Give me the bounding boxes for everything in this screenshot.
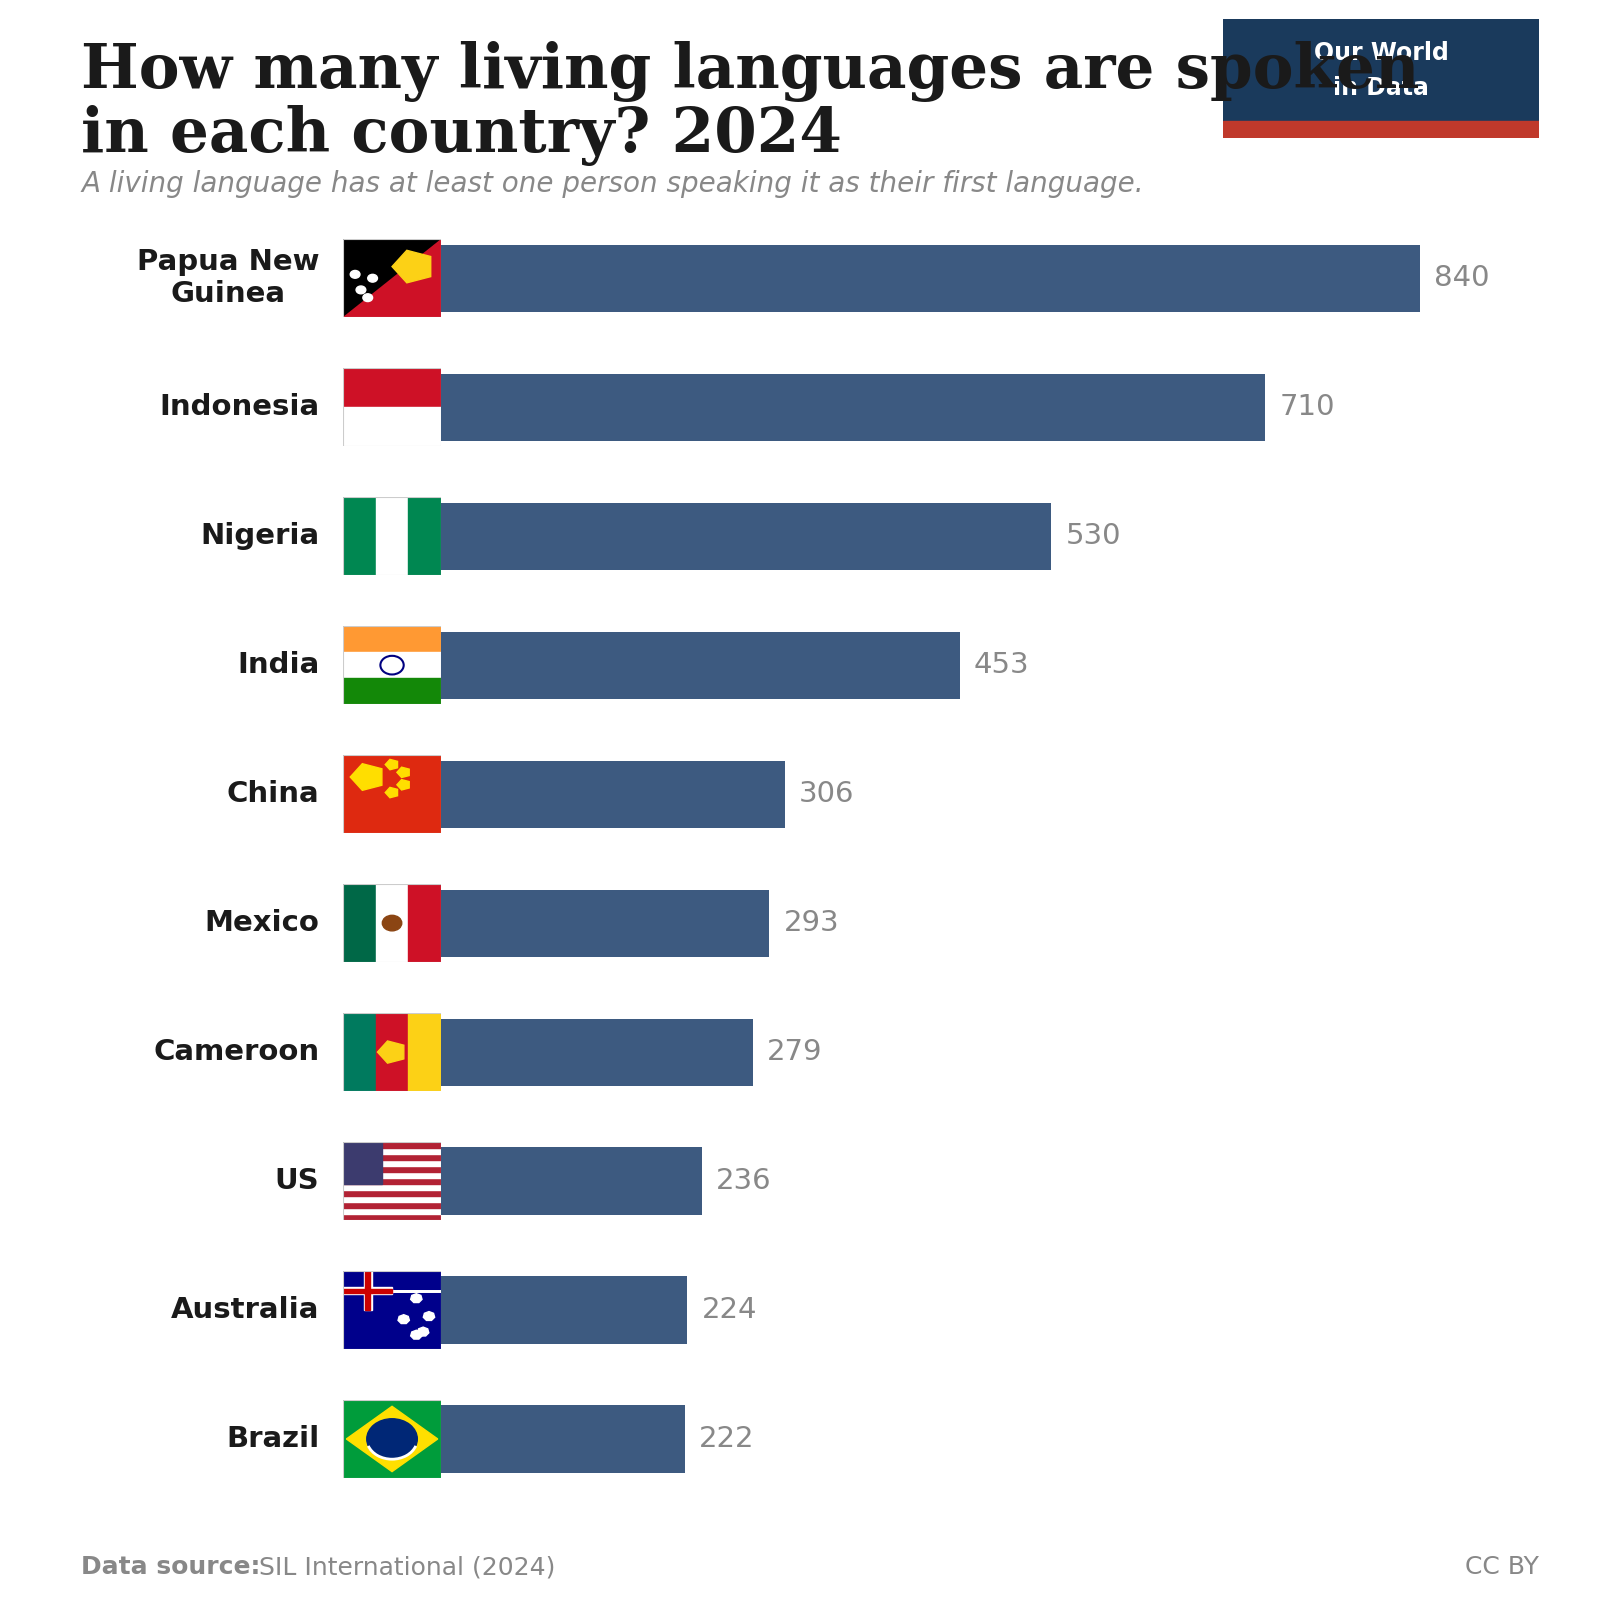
Text: 710: 710 xyxy=(1280,394,1335,421)
Bar xyxy=(343,1012,376,1090)
Circle shape xyxy=(368,274,377,282)
Bar xyxy=(421,502,1051,570)
Text: 840: 840 xyxy=(1434,264,1489,292)
Bar xyxy=(343,679,441,705)
Bar xyxy=(343,1191,441,1196)
Bar xyxy=(421,245,1419,311)
Bar xyxy=(421,760,786,828)
Bar xyxy=(408,885,441,962)
Text: 530: 530 xyxy=(1066,522,1121,551)
Bar xyxy=(343,1160,441,1166)
Text: CC BY: CC BY xyxy=(1464,1555,1539,1580)
Text: How many living languages are spoken: How many living languages are spoken xyxy=(81,40,1419,102)
Circle shape xyxy=(356,287,366,293)
Text: India: India xyxy=(237,651,319,679)
Bar xyxy=(421,889,770,957)
Text: Nigeria: Nigeria xyxy=(199,522,319,551)
Text: 224: 224 xyxy=(701,1296,757,1324)
Bar xyxy=(421,1147,701,1215)
Text: US: US xyxy=(274,1166,319,1196)
Text: Cameroon: Cameroon xyxy=(152,1038,319,1066)
Bar xyxy=(421,1277,687,1343)
Text: Our World: Our World xyxy=(1314,40,1448,65)
Bar xyxy=(343,1184,441,1191)
Bar xyxy=(343,1196,441,1202)
Text: Indonesia: Indonesia xyxy=(159,394,319,421)
Bar xyxy=(1223,122,1539,138)
Text: A living language has at least one person speaking it as their first language.: A living language has at least one perso… xyxy=(81,170,1144,198)
Bar xyxy=(343,1202,441,1209)
Circle shape xyxy=(366,1419,418,1460)
Bar xyxy=(376,497,408,575)
Text: in Data: in Data xyxy=(1333,76,1429,100)
Polygon shape xyxy=(343,240,441,318)
Polygon shape xyxy=(343,240,441,318)
Bar xyxy=(364,1272,371,1311)
Bar xyxy=(343,653,441,679)
Bar xyxy=(343,1209,441,1213)
Bar xyxy=(343,368,441,407)
Text: Australia: Australia xyxy=(170,1296,319,1324)
Circle shape xyxy=(382,915,402,932)
Bar xyxy=(421,374,1265,441)
Text: 306: 306 xyxy=(799,781,855,808)
Bar xyxy=(421,1019,753,1085)
Bar xyxy=(343,1288,392,1293)
Bar xyxy=(421,632,959,698)
Bar xyxy=(366,1272,371,1311)
Bar xyxy=(343,497,376,575)
Bar xyxy=(343,885,376,962)
Text: Papua New
Guinea: Papua New Guinea xyxy=(136,248,319,308)
Bar xyxy=(408,1012,441,1090)
Text: 279: 279 xyxy=(768,1038,823,1066)
Text: in each country? 2024: in each country? 2024 xyxy=(81,105,842,167)
Text: 236: 236 xyxy=(716,1166,771,1196)
Bar xyxy=(343,1178,441,1184)
Bar xyxy=(408,497,441,575)
Bar xyxy=(343,627,441,653)
Bar xyxy=(343,407,441,446)
Bar xyxy=(343,1171,441,1178)
Text: Brazil: Brazil xyxy=(225,1426,319,1453)
Text: Data source:: Data source: xyxy=(81,1555,261,1580)
Text: 222: 222 xyxy=(700,1426,755,1453)
Bar xyxy=(421,1406,685,1473)
Text: SIL International (2024): SIL International (2024) xyxy=(251,1555,556,1580)
Bar xyxy=(376,1012,408,1090)
Text: Mexico: Mexico xyxy=(204,909,319,936)
Bar xyxy=(343,1166,441,1171)
Bar xyxy=(343,1213,441,1220)
Text: 453: 453 xyxy=(974,651,1030,679)
Text: 293: 293 xyxy=(784,909,839,936)
Bar xyxy=(343,1142,382,1184)
Circle shape xyxy=(363,293,373,301)
Bar xyxy=(376,885,408,962)
Bar xyxy=(343,1149,441,1153)
Bar xyxy=(343,1288,392,1294)
Text: China: China xyxy=(227,781,319,808)
Bar xyxy=(343,1142,441,1149)
Circle shape xyxy=(350,271,360,279)
Bar xyxy=(343,1153,441,1160)
Polygon shape xyxy=(347,1406,437,1471)
